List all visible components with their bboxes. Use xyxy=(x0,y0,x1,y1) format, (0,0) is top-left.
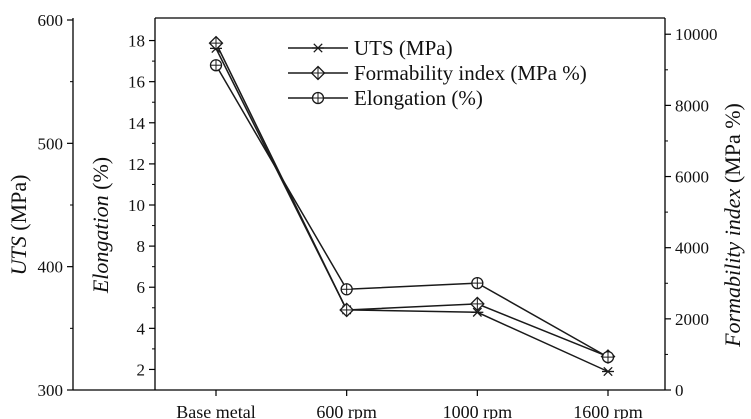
elongation-data-point xyxy=(340,283,353,296)
elongation-tick-label: 6 xyxy=(137,278,146,297)
formability-tick-label: 0 xyxy=(675,381,684,400)
elongation-tick-label: 12 xyxy=(128,155,145,174)
formability-tick-label: 2000 xyxy=(675,310,709,329)
uts-axis-title: UTS (MPa) xyxy=(6,175,31,276)
formability-tick-label: 6000 xyxy=(675,168,709,187)
legend: UTS (MPa)Formability index (MPa %)Elonga… xyxy=(288,36,587,110)
formability-tick-label: 10000 xyxy=(675,25,718,44)
uts-data-point xyxy=(602,366,614,377)
legend-label: Elongation (%) xyxy=(354,86,483,110)
formability-tick-label: 8000 xyxy=(675,96,709,115)
uts-data-point xyxy=(471,307,484,317)
x-tick-label: 600 rpm xyxy=(316,402,377,419)
formability-axis-title: Formability index (MPa %) xyxy=(720,103,745,348)
x-tick-label: 1600 rpm xyxy=(573,402,643,419)
elongation-axis-title-italic: Elongation xyxy=(88,195,113,294)
formability-data-point xyxy=(208,35,224,51)
legend-marker xyxy=(310,65,326,81)
legend-item-elongation: Elongation (%) xyxy=(288,86,483,110)
elongation-tick-label: 14 xyxy=(128,114,146,133)
elongation-tick-label: 10 xyxy=(128,196,145,215)
legend-marker xyxy=(312,43,324,53)
elongation-tick-label: 18 xyxy=(128,32,145,51)
legend-label: Formability index (MPa %) xyxy=(354,61,587,85)
axes: 300 400 500 600 2 4 6 8 10 12 14 16 18 0 2000 4000 6000 8… xyxy=(6,11,745,419)
uts-tick-label: 500 xyxy=(38,134,64,153)
legend-marker xyxy=(311,91,325,105)
elongation-axis-title-unit: (%) xyxy=(88,157,113,195)
elongation-tick-label: 4 xyxy=(137,319,146,338)
uts-axis-title-italic: UTS xyxy=(6,236,31,275)
formability-data-point xyxy=(339,302,355,318)
elongation-tick-label: 2 xyxy=(137,360,146,379)
legend-item-uts: UTS (MPa) xyxy=(288,36,453,60)
x-tick-label: Base metal xyxy=(176,402,255,419)
marker-stroke xyxy=(603,366,613,377)
marker-stroke xyxy=(313,43,323,53)
formability-axis-title-italic: Formability index xyxy=(720,188,745,347)
formability-tick-label: 4000 xyxy=(675,239,709,258)
formability-data-point xyxy=(469,296,485,312)
series-group xyxy=(208,35,616,377)
uts-axis-title-unit: (MPa) xyxy=(6,175,31,237)
uts-tick-label: 400 xyxy=(38,258,64,277)
elongation-tick-label: 16 xyxy=(128,73,145,92)
formability-axis-title-unit: (MPa %) xyxy=(720,103,745,189)
x-tick-label: 1000 rpm xyxy=(443,402,513,419)
uts-tick-label: 600 xyxy=(38,11,64,30)
elongation-data-point xyxy=(601,350,615,364)
elongation-series-line xyxy=(215,64,609,358)
elongation-axis-title: Elongation (%) xyxy=(88,157,113,294)
uts-series-line xyxy=(215,48,609,373)
elongation-data-point xyxy=(209,59,223,72)
marker-stroke xyxy=(472,307,482,317)
elongation-tick-label: 8 xyxy=(137,237,146,256)
elongation-data-point xyxy=(471,276,484,290)
uts-tick-label: 300 xyxy=(38,381,64,400)
legend-item-formability: Formability index (MPa %) xyxy=(288,61,587,85)
legend-label: UTS (MPa) xyxy=(354,36,453,60)
